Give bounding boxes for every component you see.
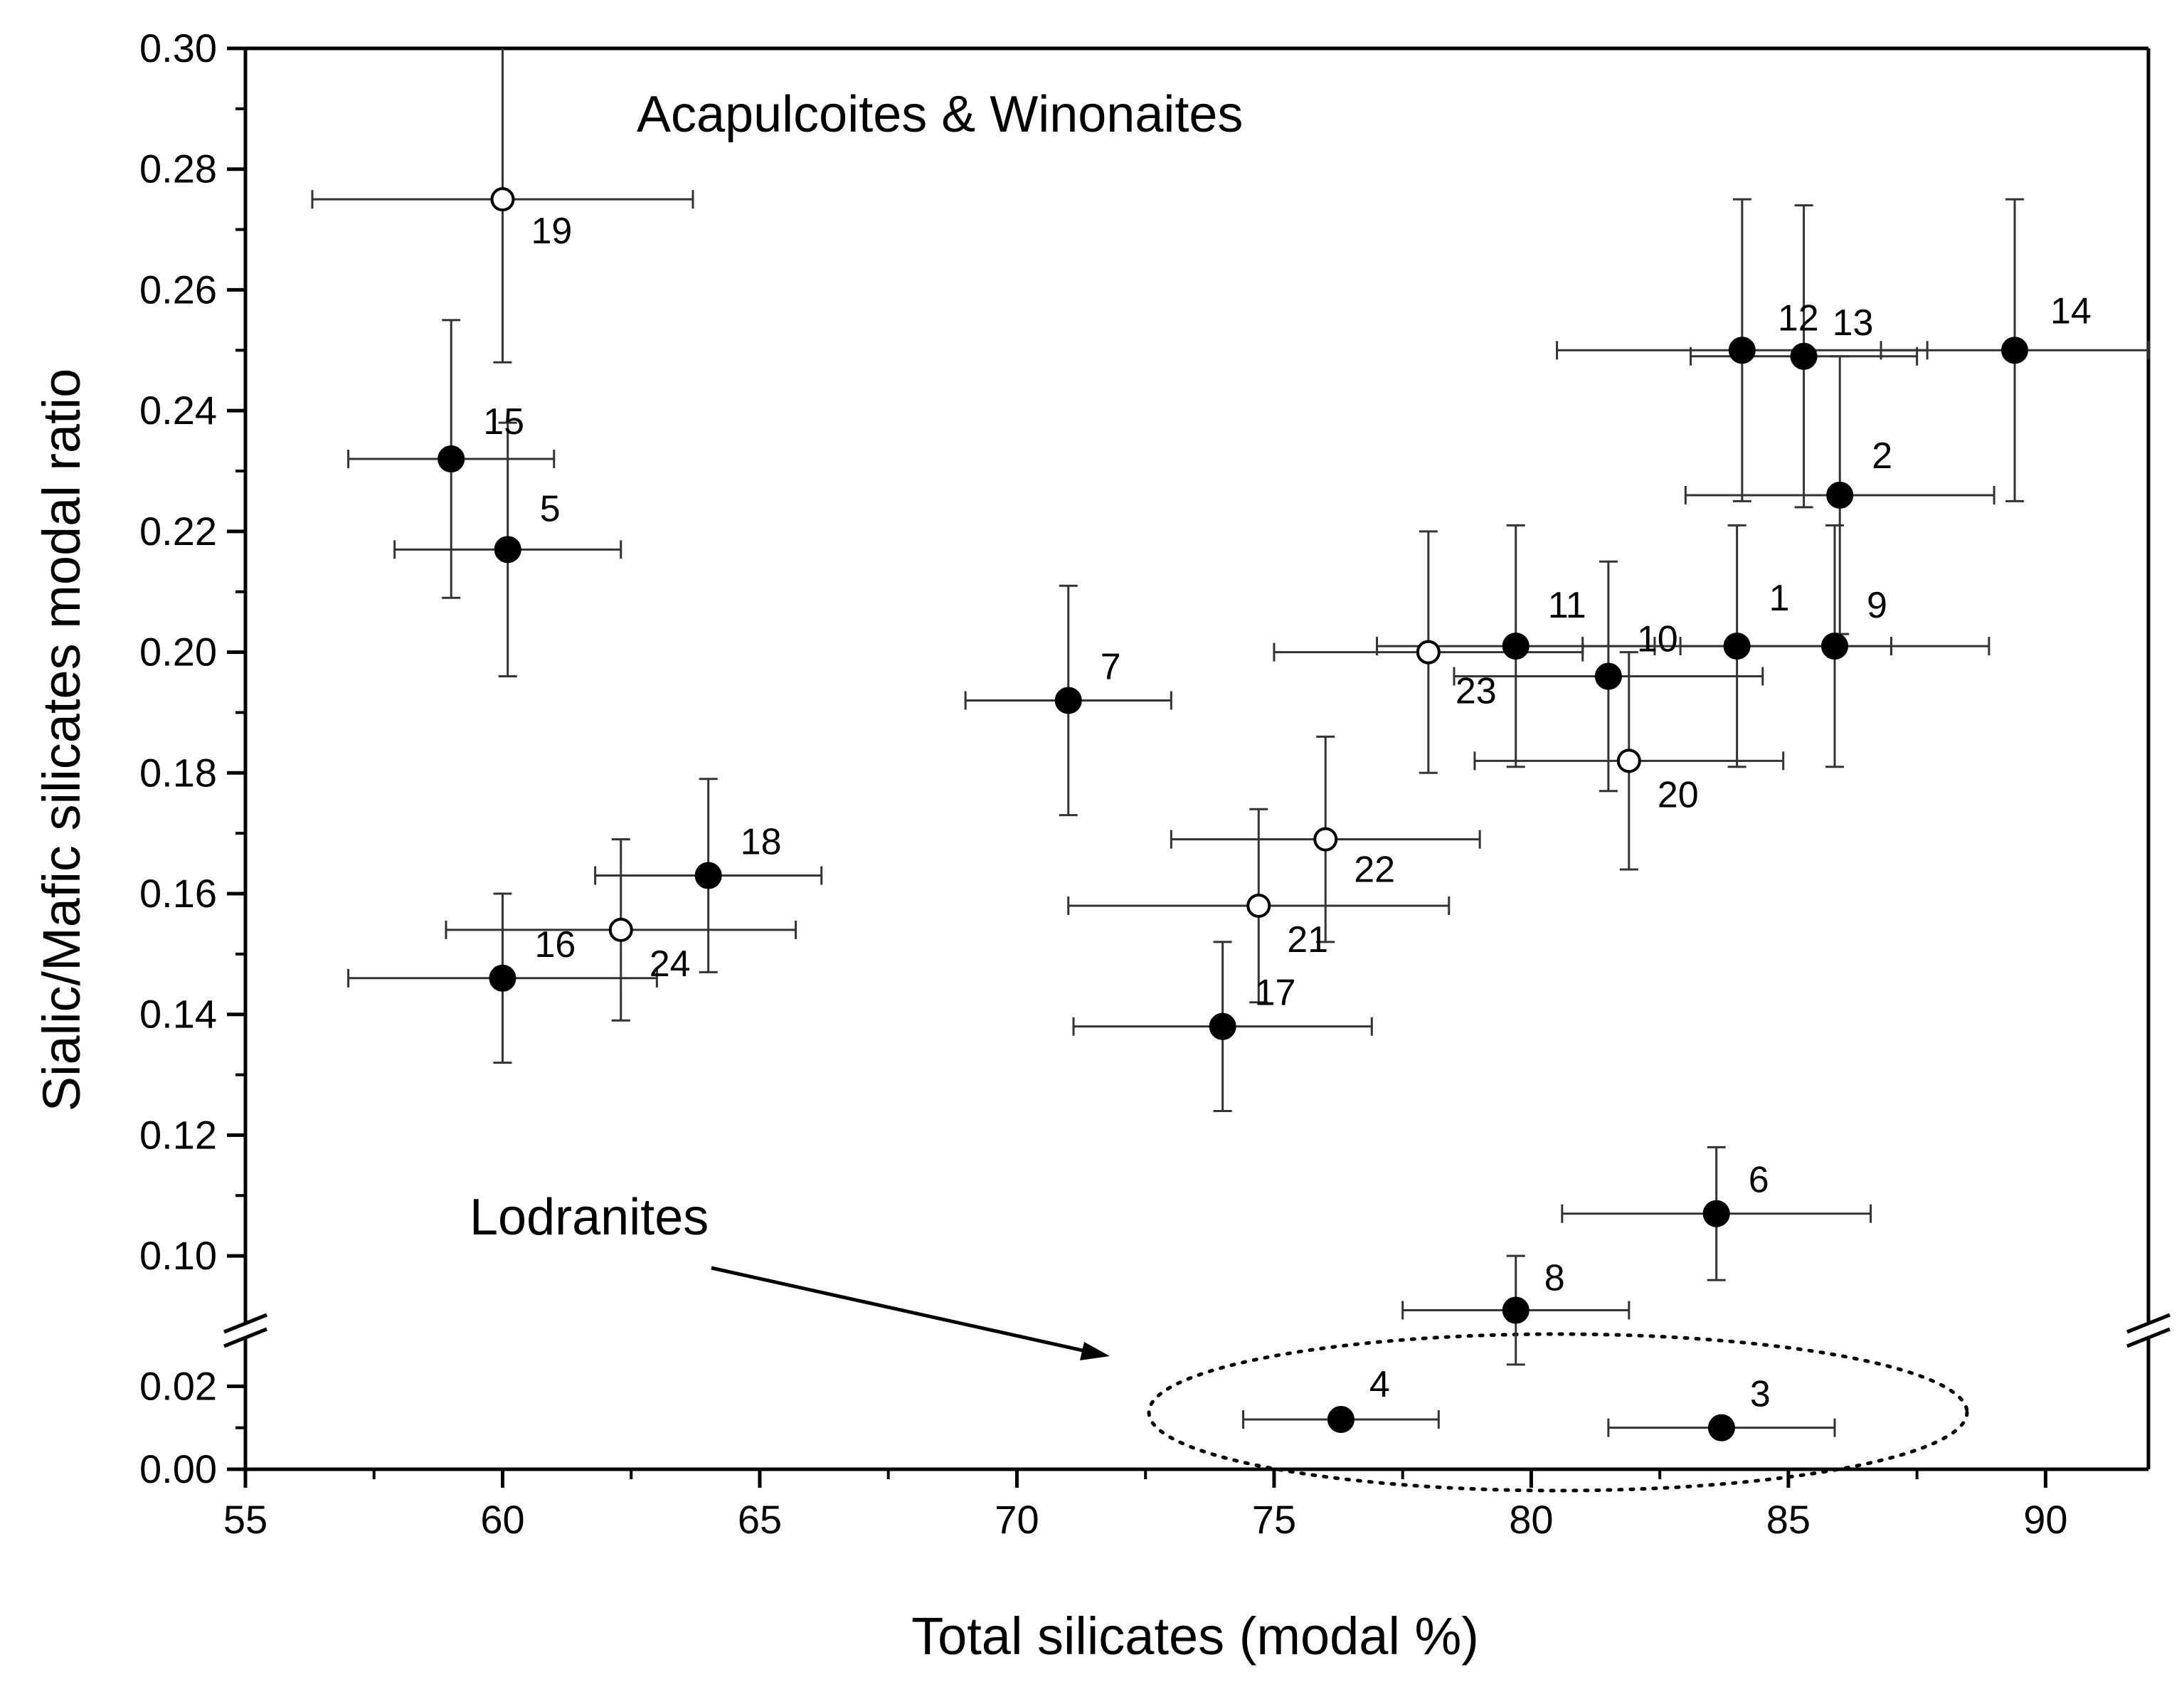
lodranite-group-ellipse	[1147, 1332, 1969, 1493]
data-point-filled	[694, 862, 722, 889]
lodranite-group-layer	[711, 1266, 1969, 1493]
point-label: 23	[1456, 671, 1497, 712]
point-label: 20	[1658, 774, 1699, 815]
data-point-filled	[1707, 1414, 1735, 1442]
point-label: 5	[540, 488, 561, 529]
y-tick-label: 0.14	[139, 992, 217, 1037]
y-tick-label: 0.30	[139, 26, 217, 70]
point-label: 7	[1101, 646, 1121, 687]
point-label: 22	[1354, 850, 1395, 891]
data-point-filled	[1820, 633, 1848, 660]
data-point-filled	[438, 445, 465, 473]
point-label: 4	[1369, 1364, 1390, 1405]
lodranite-arrow-head	[1080, 1342, 1110, 1360]
point-label: 15	[483, 401, 524, 443]
data-point-filled	[1826, 481, 1854, 509]
data-point-filled	[1790, 342, 1818, 370]
point-label: 19	[531, 211, 572, 252]
x-axis-title: Total silicates (modal %)	[911, 1607, 1479, 1666]
x-tick-label: 85	[1766, 1497, 1811, 1542]
plot-frame-layer	[223, 46, 2170, 1471]
lodranite-arrow-line	[711, 1266, 1096, 1355]
point-label: 2	[1872, 435, 1892, 477]
y-tick-label: 0.24	[139, 388, 217, 433]
data-point-filled	[1054, 687, 1082, 714]
point-label: 1	[1769, 578, 1790, 619]
point-label: 12	[1778, 297, 1819, 339]
point-label: 9	[1867, 585, 1887, 626]
data-point-open	[1313, 827, 1338, 852]
left-axis-break-mark	[223, 1327, 267, 1348]
lodranites-label: Lodranites	[470, 1189, 709, 1246]
y-tick-label: 0.20	[139, 630, 217, 675]
left-axis-break-mark	[223, 1313, 267, 1334]
right-axis-break-mark	[2126, 1313, 2170, 1334]
x-tick-label: 75	[1252, 1497, 1296, 1542]
data-point-filled	[1723, 633, 1751, 660]
data-point-open	[608, 917, 633, 942]
data-point-filled	[1209, 1012, 1236, 1040]
point-label: 10	[1637, 619, 1678, 660]
data-point-filled	[1594, 662, 1622, 690]
data-point-filled	[489, 964, 516, 992]
point-label: 11	[1548, 585, 1586, 626]
point-label: 24	[650, 943, 691, 985]
data-point-open	[1246, 893, 1271, 918]
x-tick-label: 65	[738, 1497, 782, 1542]
point-label: 14	[2050, 290, 2092, 332]
point-label: 17	[1255, 973, 1296, 1014]
data-point-filled	[1327, 1406, 1355, 1433]
data-point-filled	[1502, 1296, 1530, 1324]
point-label: 16	[534, 924, 576, 966]
data-point-filled	[1728, 337, 1756, 364]
acapulcoites-winonaites-label: Acapulcoites & Winonaites	[637, 86, 1243, 143]
data-point-filled	[1502, 633, 1530, 660]
data-point-filled	[494, 536, 521, 564]
tick-layer: 55 60 65 70 75 80 85 900.100.120.140.160.180.20…	[139, 26, 2068, 1542]
y-tick-label: 0.22	[139, 509, 217, 554]
point-label: 3	[1750, 1374, 1771, 1415]
data-point-open	[1416, 640, 1441, 665]
right-axis-break-mark	[2126, 1327, 2170, 1348]
data-point-open	[490, 187, 515, 212]
data-point-open	[1616, 749, 1641, 773]
y-tick-label: 0.12	[139, 1112, 217, 1157]
y-tick-label: 0.00	[139, 1446, 217, 1491]
point-label: 6	[1749, 1160, 1769, 1201]
x-tick-label: 55	[223, 1497, 267, 1542]
y-axis-title: Sialic/Mafic silicates modal ratio	[32, 369, 91, 1112]
x-tick-label: 70	[995, 1497, 1039, 1542]
point-label: 21	[1287, 919, 1328, 961]
y-tick-label: 0.28	[139, 147, 217, 191]
y-tick-label: 0.02	[139, 1363, 217, 1408]
y-tick-label: 0.18	[139, 750, 217, 795]
y-tick-label: 0.10	[139, 1233, 217, 1278]
x-tick-label: 90	[2023, 1497, 2067, 1542]
data-point-layer	[438, 187, 2029, 1442]
x-tick-label: 80	[1509, 1497, 1553, 1542]
y-tick-label: 0.26	[139, 267, 217, 312]
point-label: 18	[741, 822, 782, 863]
y-tick-label: 0.16	[139, 871, 217, 916]
data-point-filled	[2001, 337, 2029, 364]
x-tick-label: 60	[480, 1497, 524, 1542]
data-point-filled	[1702, 1200, 1730, 1227]
point-label: 13	[1833, 302, 1874, 344]
point-label: 8	[1544, 1258, 1565, 1299]
